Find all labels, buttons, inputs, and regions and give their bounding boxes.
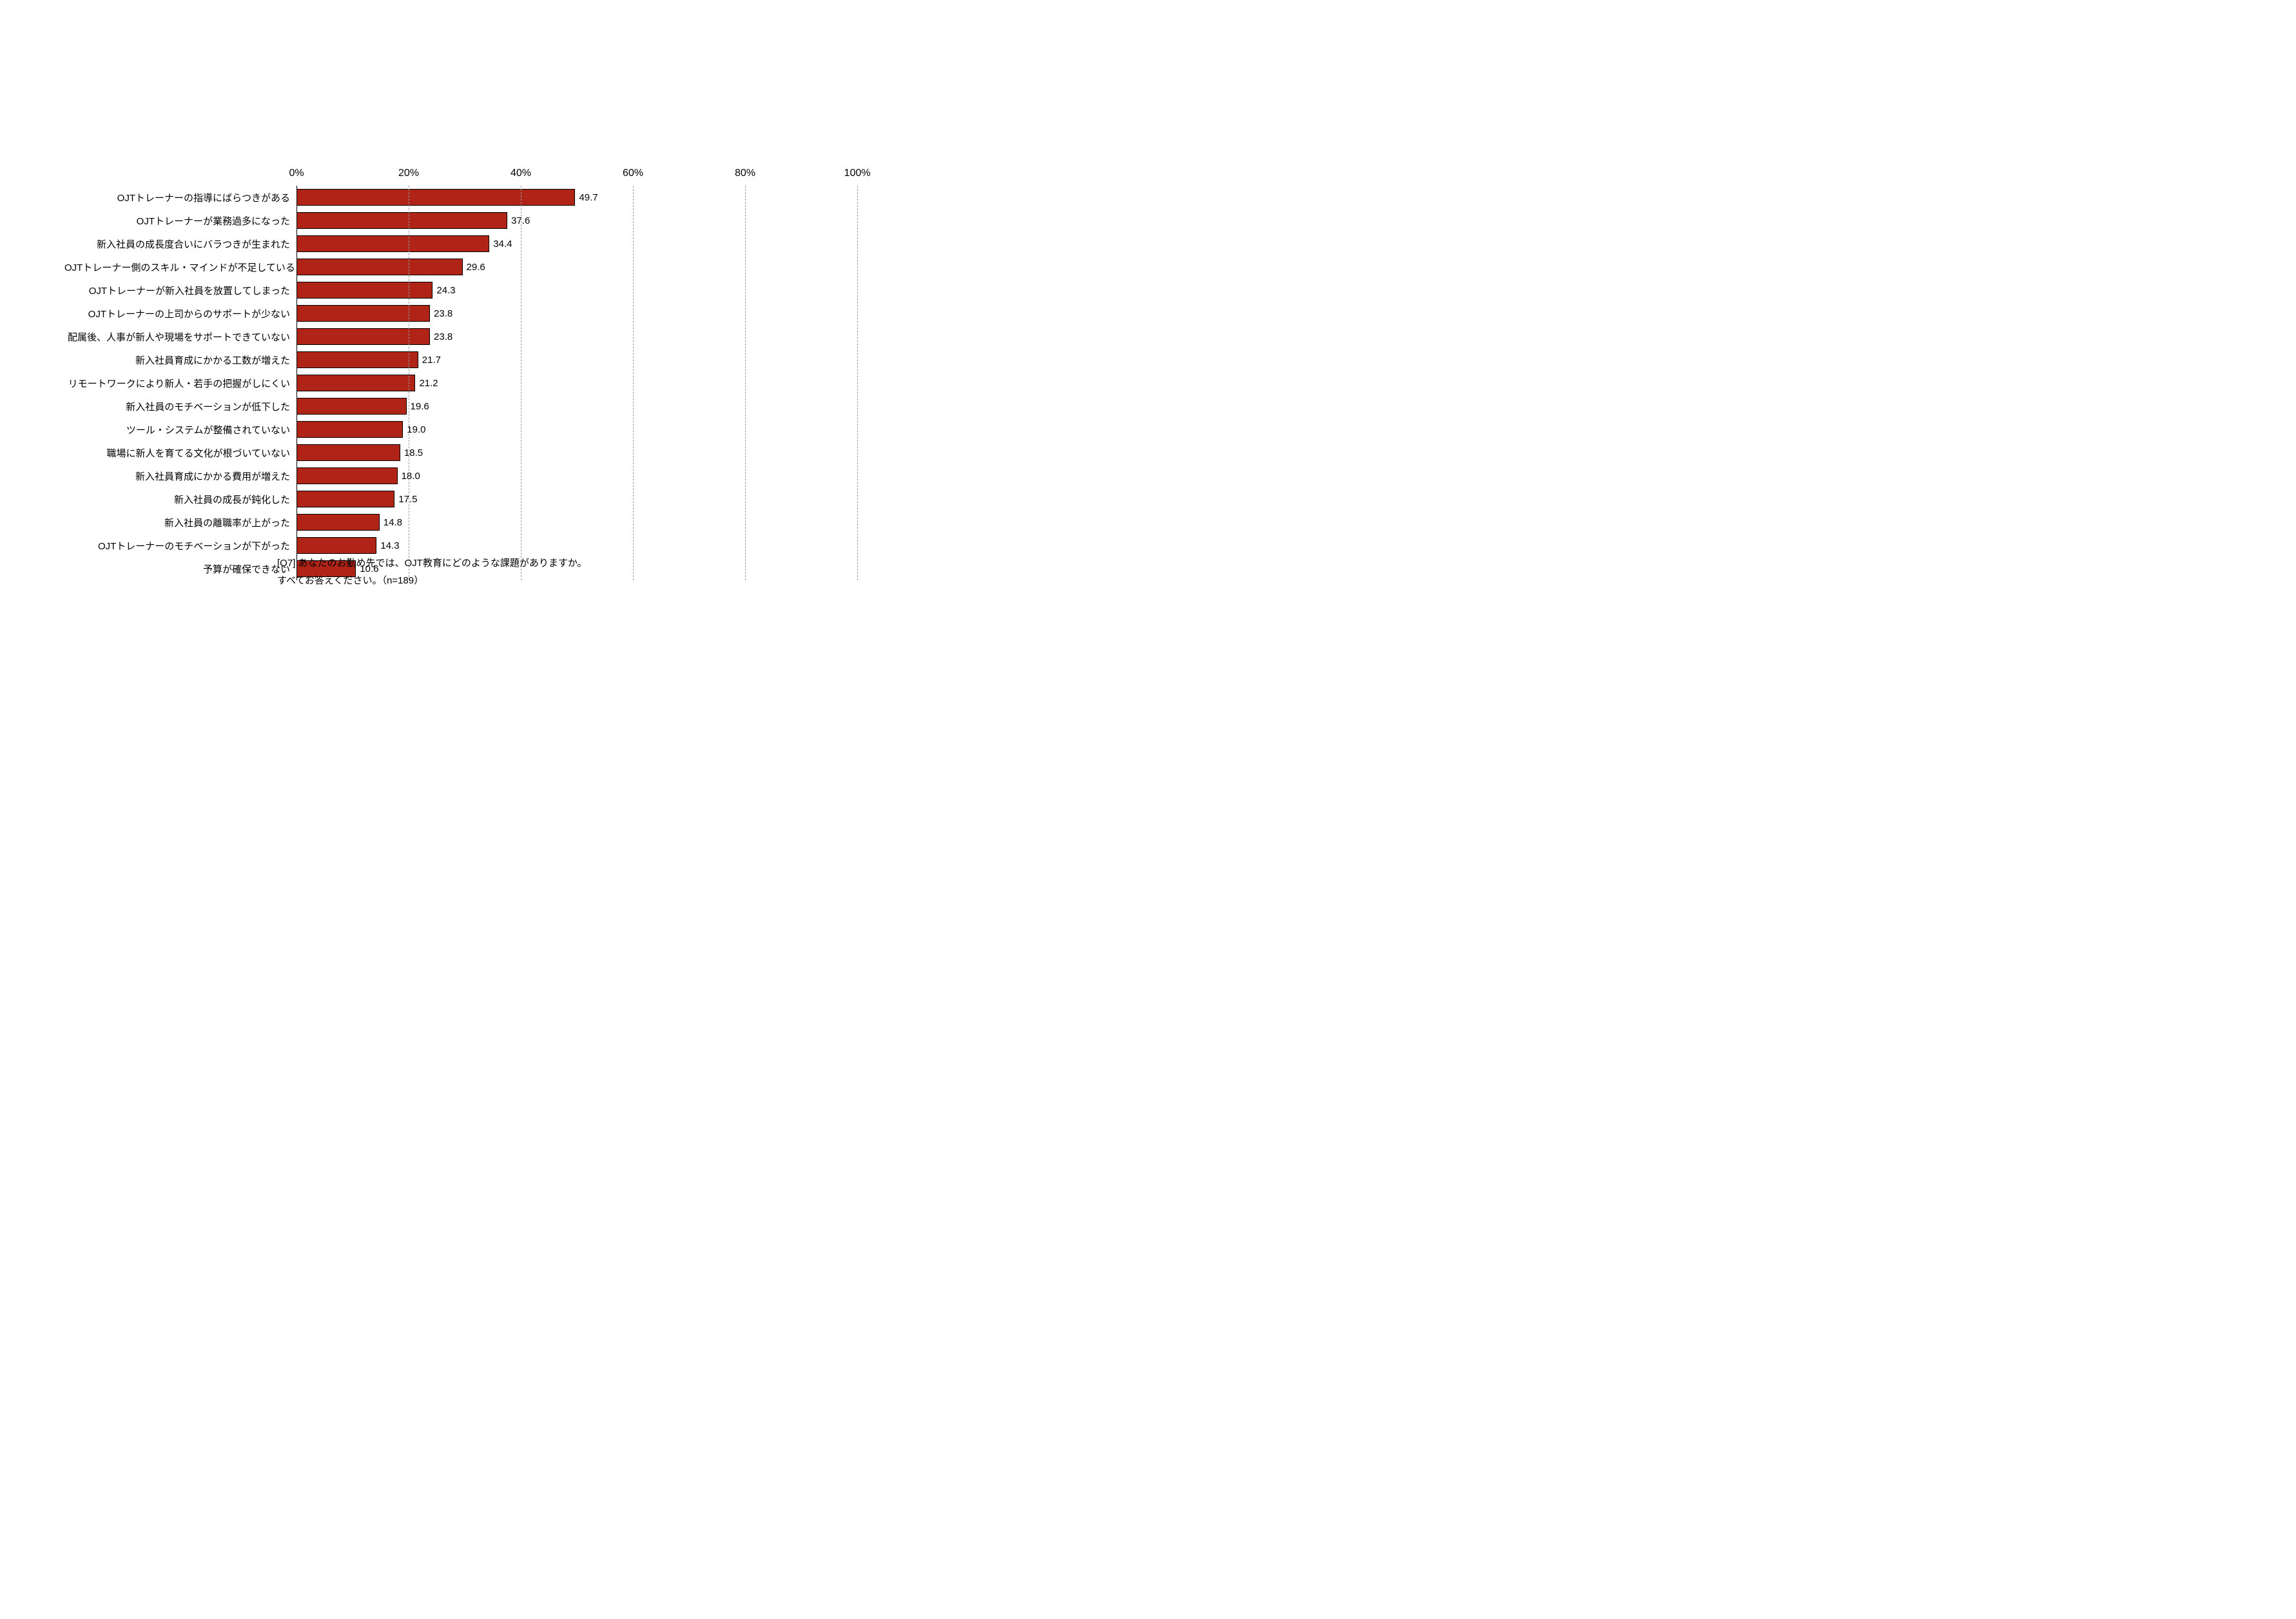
bar-track: 23.8 [297,302,941,325]
bar-value: 18.0 [402,471,420,482]
bar-label: 新入社員育成にかかる費用が増えた [64,469,297,483]
footnote-line: [Q7] あなたのお勤め先では、OJT教育にどのような課題がありますか。 [277,554,587,572]
chart-rows: OJTトレーナーの指導にばらつきがある 49.7 OJTトレーナーが業務過多になった… [64,186,941,580]
bar-track: 18.0 [297,464,941,487]
bar [297,514,380,531]
chart-row: 新入社員育成にかかる工数が増えた 21.7 [64,348,941,371]
bar [297,398,407,415]
bar-value: 17.5 [398,494,417,505]
bar [297,444,400,461]
chart-row: OJTトレーナー側のスキル・マインドが不足している 29.6 [64,255,941,279]
bar-track: 14.3 [297,534,941,557]
chart-row: 新入社員の離職率が上がった 14.8 [64,511,941,534]
bar [297,259,463,275]
bar-value: 37.6 [511,215,530,226]
bar-value: 19.0 [407,424,425,435]
bar-label: 新入社員の成長が鈍化した [64,493,297,506]
bar-track: 19.0 [297,418,941,441]
chart-row: ツール・システムが整備されていない 19.0 [64,418,941,441]
bar [297,491,394,507]
bar [297,351,418,368]
chart-row: 職場に新人を育てる文化が根づいていない 18.5 [64,441,941,464]
bar-label: OJTトレーナー側のスキル・マインドが不足している [64,260,297,274]
x-tick: 0% [289,168,304,179]
footnote-line: すべてお答えください。（n=189） [277,572,587,589]
bar-label: 新入社員育成にかかる工数が増えた [64,353,297,367]
bar-track: 14.8 [297,511,941,534]
chart-row: 配属後、人事が新人や現場をサポートできていない 23.8 [64,325,941,348]
bar-track: 19.6 [297,395,941,418]
bar-value: 29.6 [467,262,485,273]
bar [297,537,376,554]
x-tick: 60% [623,168,643,179]
chart-row: OJTトレーナーが業務過多になった 37.6 [64,209,941,232]
x-tick: 40% [511,168,531,179]
bar [297,421,403,438]
bar-label: ツール・システムが整備されていない [64,423,297,437]
bar-label: OJTトレーナーの指導にばらつきがある [64,191,297,204]
bar-track: 23.8 [297,325,941,348]
chart-row: OJTトレーナーのモチベーションが下がった 14.3 [64,534,941,557]
bar-label: OJTトレーナーが業務過多になった [64,214,297,228]
bar-track: 17.5 [297,487,941,511]
bar-label: OJTトレーナーの上司からのサポートが少ない [64,307,297,320]
x-tick: 80% [735,168,755,179]
bar-value: 19.6 [411,401,429,412]
bar [297,282,433,299]
bar-label: 新入社員の離職率が上がった [64,516,297,529]
chart-row: 新入社員のモチベーションが低下した 19.6 [64,395,941,418]
x-axis: 0%20%40%60%80%100% [297,168,857,186]
bar-label: OJTトレーナーのモチベーションが下がった [64,539,297,553]
bar-label: 新入社員のモチベーションが低下した [64,400,297,413]
bar-track: 37.6 [297,209,941,232]
chart-row: 新入社員の成長度合いにバラつきが生まれた 34.4 [64,232,941,255]
bar-value: 21.2 [419,378,438,389]
bar-track: 21.2 [297,371,941,395]
bar-track: 21.7 [297,348,941,371]
bar [297,328,430,345]
bar-track: 34.4 [297,232,941,255]
bar [297,189,575,206]
bar-value: 24.3 [436,285,455,296]
bar-value: 34.4 [493,239,512,250]
bar [297,212,507,229]
bar-track: 18.5 [297,441,941,464]
bar-value: 23.8 [434,308,452,319]
chart-row: OJTトレーナーが新入社員を放置してしまった 24.3 [64,279,941,302]
bar-value: 49.7 [579,192,598,203]
bar-track: 24.3 [297,279,941,302]
chart-row: 新入社員育成にかかる費用が増えた 18.0 [64,464,941,487]
x-tick: 100% [844,168,871,179]
chart-row: OJTトレーナーの上司からのサポートが少ない 23.8 [64,302,941,325]
bar-value: 18.5 [404,447,423,458]
bar-label: 職場に新人を育てる文化が根づいていない [64,446,297,460]
x-tick: 20% [398,168,419,179]
chart-footnote: [Q7] あなたのお勤め先では、OJT教育にどのような課題がありますか。 すべて… [277,554,587,589]
bar-track: 29.6 [297,255,941,279]
bar [297,235,489,252]
bar-track: 49.7 [297,186,941,209]
bar [297,375,415,391]
bar-label: 配属後、人事が新人や現場をサポートできていない [64,330,297,344]
bar [297,305,430,322]
chart-row: 新入社員の成長が鈍化した 17.5 [64,487,941,511]
chart-row: リモートワークにより新人・若手の把握がしにくい 21.2 [64,371,941,395]
bar-label: 新入社員の成長度合いにバラつきが生まれた [64,237,297,251]
bar-value: 14.8 [384,517,402,528]
bar-label: リモートワークにより新人・若手の把握がしにくい [64,377,297,390]
bar-label: 予算が確保できない [64,562,297,576]
bar-value: 23.8 [434,331,452,342]
bar-value: 21.7 [422,355,441,366]
bar [297,467,398,484]
bar-value: 14.3 [380,540,399,551]
bar-chart: 0% 20% 40% 60% 80% 100% OJTトレーナーの指導にばらつきがある 49… [64,168,941,580]
bar-label: OJTトレーナーが新入社員を放置してしまった [64,284,297,297]
chart-row: OJTトレーナーの指導にばらつきがある 49.7 [64,186,941,209]
